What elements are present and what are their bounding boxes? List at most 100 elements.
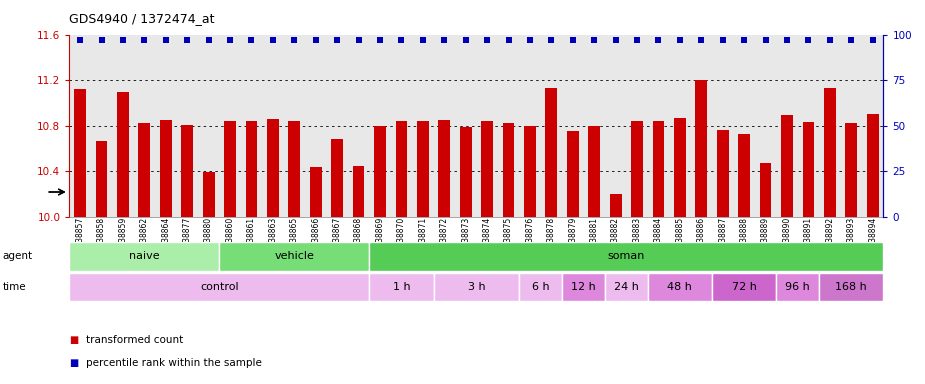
Bar — [460, 127, 472, 217]
Point — [822, 37, 837, 43]
Point — [458, 37, 473, 43]
Bar — [588, 126, 600, 217]
Bar — [652, 121, 664, 217]
Bar — [776, 273, 820, 301]
Bar — [824, 88, 835, 217]
Point — [94, 37, 109, 43]
Point — [523, 37, 537, 43]
Point — [630, 37, 645, 43]
Point — [265, 37, 280, 43]
Point — [586, 37, 601, 43]
Point — [137, 37, 152, 43]
Point — [158, 37, 173, 43]
Bar — [267, 119, 278, 217]
Bar — [219, 242, 369, 271]
Bar — [567, 131, 579, 217]
Point — [287, 37, 302, 43]
Bar — [546, 88, 557, 217]
Point — [844, 37, 858, 43]
Point — [415, 37, 430, 43]
Point — [544, 37, 559, 43]
Point — [73, 37, 88, 43]
Bar — [352, 166, 364, 217]
Point — [223, 37, 238, 43]
Point — [202, 37, 216, 43]
Bar — [396, 121, 407, 217]
Bar — [845, 124, 857, 217]
Text: soman: soman — [608, 251, 645, 262]
Point — [694, 37, 709, 43]
Bar — [417, 121, 428, 217]
Point — [565, 37, 580, 43]
Bar — [224, 121, 236, 217]
Bar — [369, 242, 883, 271]
Text: ■: ■ — [69, 358, 79, 368]
Point — [394, 37, 409, 43]
Point — [780, 37, 795, 43]
Bar — [648, 273, 712, 301]
Bar — [524, 126, 536, 217]
Point — [651, 37, 666, 43]
Bar — [519, 273, 562, 301]
Bar — [181, 125, 193, 217]
Bar — [117, 91, 129, 217]
Bar — [759, 163, 771, 217]
Bar — [738, 134, 750, 217]
Point — [801, 37, 816, 43]
Bar — [374, 126, 386, 217]
Text: 12 h: 12 h — [571, 282, 596, 292]
Bar — [139, 124, 150, 217]
Bar — [562, 273, 605, 301]
Bar — [245, 121, 257, 217]
Point — [672, 37, 687, 43]
Text: 48 h: 48 h — [668, 282, 692, 292]
Bar — [310, 167, 322, 217]
Text: 96 h: 96 h — [785, 282, 810, 292]
Bar — [69, 273, 369, 301]
Bar — [481, 121, 493, 217]
Point — [609, 37, 623, 43]
Bar — [74, 89, 86, 217]
Text: ■: ■ — [69, 335, 79, 345]
Bar — [331, 139, 343, 217]
Text: vehicle: vehicle — [275, 251, 314, 262]
Text: GDS4940 / 1372474_at: GDS4940 / 1372474_at — [69, 12, 215, 25]
Text: transformed count: transformed count — [86, 335, 183, 345]
Bar — [95, 141, 107, 217]
Text: naive: naive — [129, 251, 160, 262]
Text: 24 h: 24 h — [614, 282, 639, 292]
Point — [116, 37, 130, 43]
Text: percentile rank within the sample: percentile rank within the sample — [86, 358, 262, 368]
Bar — [781, 116, 793, 217]
Text: 6 h: 6 h — [532, 282, 549, 292]
Bar — [803, 122, 814, 217]
Point — [736, 37, 751, 43]
Bar — [712, 273, 776, 301]
Point — [329, 37, 344, 43]
Point — [308, 37, 323, 43]
Text: time: time — [3, 282, 27, 292]
Bar — [631, 121, 643, 217]
Bar — [674, 118, 685, 217]
Point — [437, 37, 451, 43]
Bar — [696, 80, 708, 217]
Bar — [434, 273, 519, 301]
Text: 72 h: 72 h — [732, 282, 757, 292]
Point — [352, 37, 366, 43]
Bar — [610, 194, 622, 217]
Bar — [160, 120, 172, 217]
Point — [179, 37, 194, 43]
Text: 1 h: 1 h — [392, 282, 410, 292]
Text: control: control — [200, 282, 239, 292]
Bar — [369, 273, 434, 301]
Point — [758, 37, 773, 43]
Bar — [717, 130, 729, 217]
Text: agent: agent — [3, 251, 33, 262]
Bar — [820, 273, 883, 301]
Point — [715, 37, 730, 43]
Text: 3 h: 3 h — [467, 282, 486, 292]
Point — [480, 37, 495, 43]
Bar — [867, 114, 879, 217]
Text: 168 h: 168 h — [835, 282, 867, 292]
Bar — [289, 121, 301, 217]
